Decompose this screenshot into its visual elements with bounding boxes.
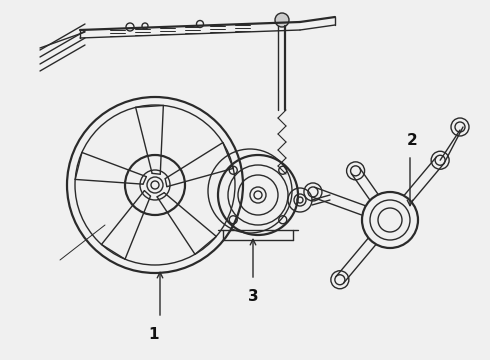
Text: 1: 1 bbox=[149, 327, 159, 342]
Circle shape bbox=[275, 13, 289, 27]
Text: 2: 2 bbox=[407, 133, 417, 148]
Text: 3: 3 bbox=[247, 289, 258, 304]
